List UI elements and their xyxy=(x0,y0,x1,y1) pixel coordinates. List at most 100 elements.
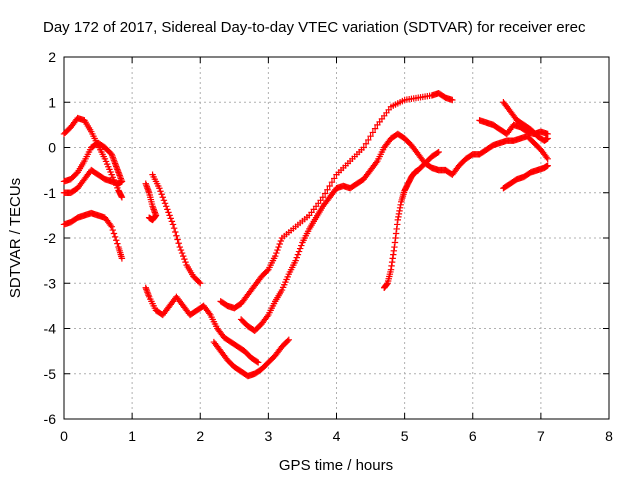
data-series xyxy=(60,139,126,185)
x-tick-label: 4 xyxy=(333,428,341,444)
data-point xyxy=(271,252,279,260)
data-point xyxy=(107,221,114,229)
data-point xyxy=(275,243,282,251)
y-tick-label: 1 xyxy=(48,94,56,110)
data-point xyxy=(367,132,374,140)
data-series xyxy=(149,171,204,287)
data-point xyxy=(162,203,170,210)
data-point xyxy=(180,252,187,260)
x-axis-ticks: 0 1 2 3 4 5 6 7 8 xyxy=(60,57,613,444)
data-point xyxy=(319,194,327,201)
data-point xyxy=(321,190,329,197)
data-series xyxy=(60,209,126,262)
data-point xyxy=(285,336,293,344)
data-point xyxy=(435,148,442,156)
data-point xyxy=(114,240,121,247)
data-point xyxy=(434,149,441,156)
data-point xyxy=(277,237,285,245)
data-series xyxy=(60,166,126,196)
data-point xyxy=(274,246,281,254)
data-point xyxy=(294,251,302,258)
data-point xyxy=(295,248,303,255)
data-point xyxy=(174,236,181,243)
data-point xyxy=(362,140,370,147)
data-series xyxy=(500,162,551,192)
data-point xyxy=(544,135,551,142)
data-point xyxy=(328,178,336,186)
chart-title: Day 172 of 2017, Sidereal Day-to-day VTE… xyxy=(43,19,586,36)
y-axis-ticks: -6 -5 -4 -3 -2 -1 0 1 2 xyxy=(44,49,609,427)
data-point xyxy=(157,188,164,195)
data-point xyxy=(292,257,299,264)
x-tick-label: 7 xyxy=(537,428,545,444)
data-point xyxy=(543,154,550,161)
y-axis-label: SDTVAR / TECUs xyxy=(7,178,24,298)
data-point xyxy=(369,129,377,136)
data-point xyxy=(296,245,304,252)
y-tick-label: -4 xyxy=(44,321,57,337)
data-point xyxy=(159,194,166,201)
y-tick-label: 0 xyxy=(48,140,56,156)
data-point xyxy=(326,182,333,190)
data-point xyxy=(365,136,372,144)
data-series xyxy=(217,90,456,312)
data-point xyxy=(360,144,367,151)
data-series xyxy=(142,284,262,366)
y-tick-label: -6 xyxy=(44,411,57,427)
data-point xyxy=(118,194,126,201)
data-point xyxy=(254,359,262,366)
data-point xyxy=(172,228,179,236)
data-series xyxy=(476,117,551,138)
x-axis-label: GPS time / hours xyxy=(279,457,393,474)
data-point xyxy=(161,200,169,207)
data-point xyxy=(197,280,204,287)
gridlines xyxy=(64,57,609,419)
data-point xyxy=(165,209,172,216)
x-tick-label: 3 xyxy=(264,428,272,444)
data-point xyxy=(182,258,189,266)
x-tick-label: 8 xyxy=(605,428,613,444)
data-point xyxy=(156,185,163,192)
data-point xyxy=(158,191,165,198)
data-point xyxy=(298,242,305,249)
data-point xyxy=(110,230,118,237)
data-point xyxy=(373,159,380,166)
data-point xyxy=(109,226,117,234)
data-point xyxy=(167,215,174,222)
data-point xyxy=(164,206,171,213)
data-point xyxy=(276,240,283,248)
x-tick-label: 1 xyxy=(128,428,136,444)
data-point xyxy=(253,358,261,365)
x-tick-label: 2 xyxy=(196,428,204,444)
data-point xyxy=(176,243,184,251)
x-tick-label: 0 xyxy=(60,428,68,444)
data-point xyxy=(264,313,271,320)
data-series xyxy=(210,336,293,380)
data-point xyxy=(544,162,551,169)
data-point xyxy=(173,232,180,239)
x-tick-label: 5 xyxy=(401,428,409,444)
data-point xyxy=(264,267,271,275)
data-point xyxy=(168,218,176,225)
data-point xyxy=(118,255,126,262)
y-tick-label: 2 xyxy=(48,49,56,65)
data-point xyxy=(108,223,115,230)
x-tick-label: 6 xyxy=(469,428,477,444)
y-tick-label: -1 xyxy=(44,185,57,201)
data-point xyxy=(113,237,120,244)
data-series xyxy=(142,180,160,224)
data-point xyxy=(324,186,331,193)
data-point xyxy=(273,249,280,257)
data-point xyxy=(206,310,213,317)
data-point xyxy=(371,125,379,132)
data-point xyxy=(145,214,153,221)
data-point xyxy=(170,224,178,232)
data-point xyxy=(544,155,551,163)
data-marks xyxy=(60,90,551,380)
data-point xyxy=(449,96,456,104)
data-point xyxy=(118,178,126,185)
data-point xyxy=(177,246,185,254)
data-point xyxy=(181,255,188,263)
y-tick-label: -3 xyxy=(44,275,57,291)
data-point xyxy=(166,212,173,219)
